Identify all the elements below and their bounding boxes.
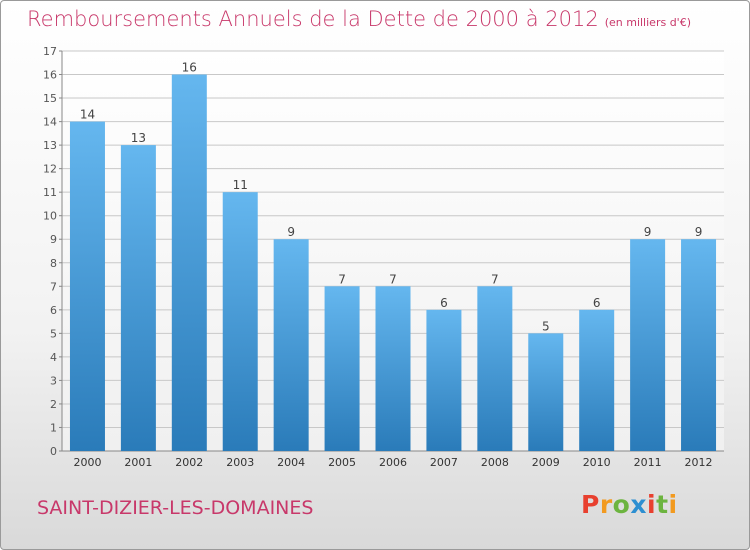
bar [273,239,309,451]
logo-letter: t [656,490,669,519]
bar-value-label: 7 [338,272,346,286]
bar-value-label: 11 [233,178,248,192]
y-tick-label: 16 [43,69,57,82]
y-tick-label: 7 [50,280,57,293]
bar-value-label: 6 [440,296,448,310]
y-tick-label: 11 [43,186,57,199]
chart-title-text: Remboursements Annuels de la Dette de 20… [27,7,599,31]
bar-value-label: 9 [287,225,295,239]
logo-letter: r [599,490,613,519]
bar [477,286,513,451]
logo-letter: x [630,490,647,519]
x-tick-label: 2000 [73,456,101,469]
x-tick-label: 2003 [226,456,254,469]
x-tick-label: 2011 [634,456,662,469]
x-tick-label: 2005 [328,456,356,469]
x-tick-label: 2009 [532,456,560,469]
bar [171,74,207,451]
bar-value-label: 6 [593,296,601,310]
bar [375,286,411,451]
x-tick-label: 2006 [379,456,407,469]
bar [681,239,717,451]
bar-value-label: 9 [644,225,652,239]
y-tick-label: 2 [50,398,57,411]
y-tick-label: 0 [50,445,57,458]
logo-letter: i [647,490,657,519]
y-tick-label: 6 [50,304,57,317]
bar [630,239,666,451]
bar [528,333,564,451]
x-tick-label: 2010 [583,456,611,469]
bar [426,309,462,451]
commune-name: SAINT-DIZIER-LES-DOMAINES [37,497,314,519]
bar [69,121,105,452]
logo-letter: o [612,490,631,519]
x-tick-label: 2004 [277,456,305,469]
x-tick-label: 2008 [481,456,509,469]
chart-title: Remboursements Annuels de la Dette de 20… [27,7,691,31]
x-tick-label: 2002 [175,456,203,469]
chart-unit: (en milliers d'€) [604,16,691,29]
bar [324,286,360,451]
x-tick-label: 2012 [685,456,713,469]
bar [120,145,156,451]
proxiti-logo: Proxiti [581,490,678,519]
y-tick-label: 13 [43,139,57,152]
y-tick-label: 8 [50,257,57,270]
bar [222,192,258,452]
y-tick-label: 17 [43,45,57,58]
y-tick-label: 10 [43,210,57,223]
bar-value-label: 9 [695,225,703,239]
logo-letter: P [581,490,600,519]
x-tick-label: 2007 [430,456,458,469]
bar [579,309,615,451]
logo-letter: i [668,490,678,519]
y-tick-label: 9 [50,233,57,246]
bar-value-label: 16 [182,61,197,75]
y-tick-label: 5 [50,327,57,340]
bar-value-label: 14 [80,108,95,122]
bar-value-label: 13 [131,131,146,145]
y-tick-label: 3 [50,374,57,387]
bar-value-label: 7 [389,272,397,286]
x-tick-label: 2001 [124,456,152,469]
y-tick-label: 4 [50,351,57,364]
y-tick-label: 15 [43,92,57,105]
y-tick-label: 14 [43,116,57,129]
y-tick-label: 12 [43,163,57,176]
bar-value-label: 7 [491,272,499,286]
bar-value-label: 5 [542,319,550,333]
y-tick-label: 1 [50,421,57,434]
